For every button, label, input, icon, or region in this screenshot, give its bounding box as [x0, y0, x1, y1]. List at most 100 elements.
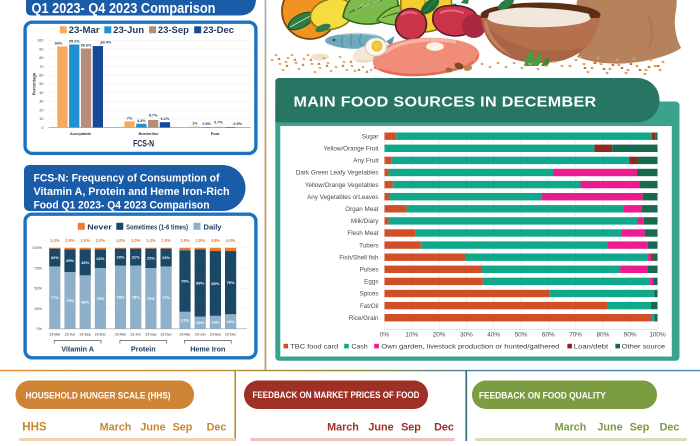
svg-text:30: 30: [39, 100, 43, 104]
svg-text:15%: 15%: [196, 320, 204, 325]
svg-text:40%: 40%: [487, 331, 500, 338]
svg-text:Flesh Meat: Flesh Meat: [347, 230, 378, 237]
svg-text:TBC food card: TBC food card: [290, 343, 338, 350]
svg-text:1.0%: 1.0%: [50, 238, 60, 243]
svg-text:23-Mar: 23-Mar: [49, 332, 61, 336]
svg-text:Loan/debt: Loan/debt: [574, 343, 608, 350]
svg-text:25%: 25%: [34, 307, 42, 311]
svg-text:50%: 50%: [515, 331, 528, 338]
svg-text:1.0%: 1.0%: [116, 238, 126, 243]
svg-text:2.0%: 2.0%: [196, 238, 206, 243]
svg-text:FCS-N: FCS-N: [133, 138, 154, 148]
svg-text:32%: 32%: [81, 260, 89, 265]
svg-text:21%: 21%: [181, 318, 189, 323]
svg-text:10: 10: [39, 117, 43, 121]
svg-text:Dec: Dec: [207, 422, 227, 434]
svg-text:60: 60: [39, 73, 43, 77]
svg-text:23%: 23%: [147, 256, 155, 261]
svg-text:40: 40: [39, 91, 43, 95]
svg-text:March: March: [555, 422, 587, 434]
svg-text:Food Q1 2023- Q4 2023 Comparis: Food Q1 2023- Q4 2023 Comparison: [34, 199, 210, 211]
svg-text:1.0%: 1.0%: [161, 238, 171, 243]
svg-text:Eggs: Eggs: [364, 279, 378, 286]
svg-text:Dec: Dec: [434, 422, 454, 434]
svg-text:10%: 10%: [405, 331, 418, 338]
svg-text:0%: 0%: [37, 327, 43, 331]
svg-text:66%: 66%: [81, 299, 89, 304]
svg-text:June: June: [368, 422, 393, 434]
svg-text:Fat/Oil: Fat/Oil: [360, 303, 379, 310]
svg-text:77%: 77%: [51, 295, 59, 300]
svg-text:6.1%: 6.1%: [161, 117, 170, 121]
svg-text:23%: 23%: [162, 255, 170, 260]
svg-text:8.7%: 8.7%: [149, 114, 158, 118]
svg-text:Cash: Cash: [351, 343, 367, 350]
svg-text:Sometimes (1-6 times): Sometimes (1-6 times): [126, 224, 188, 231]
svg-text:2.0%: 2.0%: [81, 238, 91, 243]
svg-text:Spices: Spices: [360, 291, 379, 298]
svg-text:90%: 90%: [624, 331, 637, 338]
svg-text:23-Dec: 23-Dec: [160, 332, 172, 336]
svg-text:FEEDBACK ON FOOD QUALITY: FEEDBACK ON FOOD QUALITY: [479, 391, 606, 401]
svg-text:HHS: HHS: [22, 422, 47, 434]
svg-text:0: 0: [41, 126, 43, 130]
svg-text:Other source: Other source: [622, 343, 666, 350]
svg-text:23-Sep: 23-Sep: [158, 25, 190, 35]
svg-text:Sep: Sep: [173, 422, 193, 434]
svg-text:June: June: [597, 422, 622, 434]
svg-text:93%: 93%: [55, 41, 63, 45]
svg-text:23-Mar: 23-Mar: [179, 332, 191, 336]
svg-text:Pulses: Pulses: [360, 267, 379, 274]
svg-text:23-Jun: 23-Jun: [130, 332, 141, 336]
svg-text:Dec: Dec: [660, 422, 680, 434]
svg-text:80%: 80%: [211, 281, 219, 286]
svg-text:4.3%: 4.3%: [137, 119, 146, 123]
svg-text:1.0%: 1.0%: [131, 238, 141, 243]
svg-text:Percentage: Percentage: [32, 72, 37, 95]
svg-text:Borderline: Borderline: [138, 131, 159, 136]
svg-text:93.4%: 93.4%: [100, 40, 111, 44]
svg-text:Fish/Shell fish: Fish/Shell fish: [339, 254, 379, 261]
svg-text:16%: 16%: [211, 320, 219, 325]
svg-text:75%: 75%: [96, 296, 104, 301]
svg-text:78%: 78%: [132, 295, 140, 300]
svg-text:83%: 83%: [196, 280, 204, 285]
svg-text:70%: 70%: [569, 331, 582, 338]
svg-text:20: 20: [39, 108, 43, 112]
svg-text:100%: 100%: [649, 331, 666, 338]
svg-text:80%: 80%: [597, 331, 610, 338]
svg-text:Q1 2023- Q4 2023 Comparison: Q1 2023- Q4 2023 Comparison: [32, 1, 216, 17]
svg-text:50%: 50%: [34, 287, 42, 291]
svg-text:21%: 21%: [132, 255, 140, 260]
svg-text:75%: 75%: [147, 296, 155, 301]
svg-text:3.0%: 3.0%: [180, 238, 190, 243]
svg-text:23-Jun: 23-Jun: [113, 25, 144, 35]
svg-text:0%: 0%: [380, 331, 390, 338]
svg-text:Dark Green Leafy Vegetables: Dark Green Leafy Vegetables: [296, 170, 379, 177]
svg-text:70%: 70%: [66, 298, 74, 303]
svg-text:2.0%: 2.0%: [65, 238, 75, 243]
svg-text:Any Vegetables orLeaves: Any Vegetables orLeaves: [307, 194, 378, 201]
svg-text:20%: 20%: [116, 255, 124, 260]
svg-text:2.0%: 2.0%: [96, 238, 106, 243]
svg-text:March: March: [327, 422, 359, 434]
svg-text:23-Dec: 23-Dec: [95, 332, 107, 336]
svg-text:90.6%: 90.6%: [81, 43, 92, 47]
svg-text:March: March: [100, 422, 132, 434]
svg-text:23-Mar: 23-Mar: [115, 332, 127, 336]
svg-text:18%: 18%: [227, 319, 235, 324]
svg-text:1%: 1%: [192, 122, 198, 126]
svg-text:Rice/Grain: Rice/Grain: [349, 315, 379, 322]
svg-text:Daily: Daily: [204, 224, 222, 231]
svg-text:HOUSEHOLD HUNGER SCALE (HHS): HOUSEHOLD HUNGER SCALE (HHS): [26, 391, 171, 401]
svg-text:90: 90: [39, 47, 43, 51]
svg-text:3.9%: 3.9%: [211, 238, 221, 243]
svg-text:Sugar: Sugar: [362, 133, 379, 140]
svg-text:Organ Meat: Organ Meat: [345, 206, 378, 213]
svg-text:80: 80: [39, 56, 43, 60]
svg-text:Yellow/Orange Fruit: Yellow/Orange Fruit: [323, 146, 378, 153]
svg-text:22%: 22%: [51, 255, 59, 260]
svg-text:95.2%: 95.2%: [69, 39, 80, 43]
svg-text:20%: 20%: [433, 331, 446, 338]
svg-text:Poor: Poor: [211, 131, 221, 136]
